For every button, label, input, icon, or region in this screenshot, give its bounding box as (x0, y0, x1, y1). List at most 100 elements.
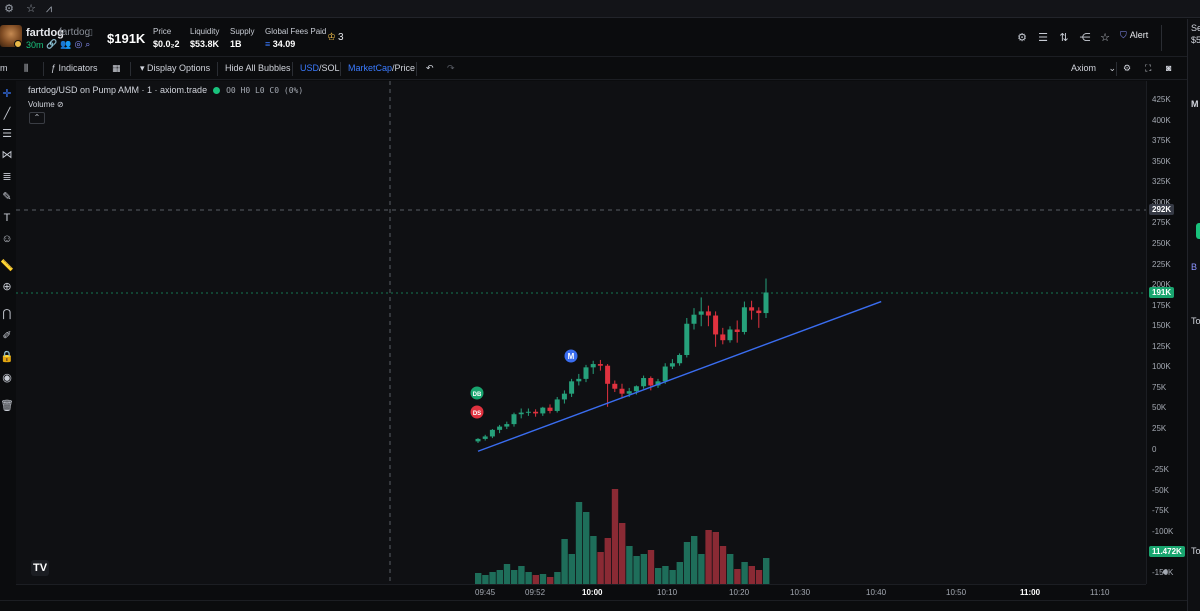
text-icon[interactable]: T (3, 212, 11, 224)
time-tick: 10:40 (866, 588, 887, 597)
stat-label: Global Fees Paid (265, 27, 327, 36)
auto-scale-icon[interactable]: ● (1162, 566, 1169, 578)
price-tick: 400K (1152, 115, 1171, 125)
divider (340, 62, 341, 76)
volume-bar (539, 574, 547, 584)
price-axis[interactable]: 425K 400K 375K 350K 325K 300K 275K 250K 225K 200K… (1146, 81, 1187, 584)
volume-bar (518, 566, 525, 584)
volume-bar (755, 570, 763, 584)
volume-bar (575, 502, 583, 584)
zoom-in-icon[interactable]: ⊕ (2, 281, 12, 293)
star-icon[interactable]: ☆ (1100, 32, 1110, 44)
stat-value: $53.8K (190, 39, 220, 49)
link-icon: 🔗 (46, 39, 61, 49)
trendline-icon[interactable]: ╱ (3, 108, 11, 120)
candle-body (475, 438, 481, 442)
horizontal-lines-icon[interactable]: ☰ (2, 128, 12, 140)
chart-icon[interactable]: ⩘ (45, 3, 53, 15)
emoji-icon[interactable]: ☺ (1, 233, 13, 245)
fib-icon[interactable]: ≣ (2, 171, 12, 183)
trend-line (477, 300, 882, 452)
timeframe-button[interactable]: m (0, 63, 8, 73)
price-tick: 200K (1152, 280, 1171, 290)
buy-button[interactable] (1196, 223, 1200, 239)
chart-marker-m: M (564, 349, 578, 363)
stat-liquidity: Liquidity $53.8K (190, 27, 219, 49)
indicators-button[interactable]: ƒ Indicators (51, 63, 98, 73)
divider (1116, 62, 1117, 76)
brush-icon[interactable]: ✎ (2, 191, 12, 203)
time-tick: 10:20 (729, 588, 750, 597)
fullscreen-icon[interactable]: ⛶ (1145, 63, 1152, 73)
share-icon[interactable]: ⋲ (1079, 32, 1091, 44)
crown-icon: ♔ (327, 32, 336, 43)
settings-icon[interactable]: ⚙ (1017, 32, 1027, 44)
settings-icon[interactable]: ⚙ (1123, 63, 1132, 73)
tradingview-logo[interactable]: TV (31, 560, 49, 576)
eye-icon[interactable]: ◉ (2, 372, 12, 384)
volume-bar (683, 542, 691, 584)
candle-body (561, 393, 567, 400)
candle-body (741, 307, 747, 332)
divider (130, 62, 131, 76)
layout-icon[interactable]: ▦ (112, 63, 121, 73)
lock-icon[interactable]: 🔒 (0, 351, 14, 363)
currency-toggle[interactable]: USD/SOL (300, 63, 340, 73)
time-tick: 10:50 (946, 588, 967, 597)
collapse-legend-button[interactable]: ⌃ (29, 112, 45, 124)
hide-bubbles-button[interactable]: Hide All Bubbles (225, 63, 291, 73)
source-select[interactable]: Axiom ⌄ (1071, 63, 1117, 73)
swap-icon[interactable]: ⇅ (1059, 32, 1069, 44)
settings-icon[interactable]: ⚙ (4, 3, 14, 15)
stat-value: 34.09 (272, 39, 296, 49)
indicators-icon: ƒ (51, 63, 57, 73)
price-tick: 25K (1152, 424, 1167, 434)
display-options-button[interactable]: ▾ Display Options (140, 63, 211, 73)
star-icon[interactable]: ☆ (26, 3, 36, 15)
alert-button[interactable]: ⛉ Alert (1120, 30, 1149, 40)
volume-bar (662, 566, 669, 584)
magnet-icon[interactable]: ⋂ (2, 308, 12, 320)
pencil-lock-icon[interactable]: ✐ (2, 330, 12, 342)
volume-bar (734, 569, 741, 584)
redo-icon[interactable]: ↷ (447, 63, 455, 73)
volume-bar (748, 566, 755, 584)
crosshair-icon[interactable]: ✛ (2, 88, 12, 100)
candle-body (525, 411, 531, 413)
candle-body (619, 388, 625, 394)
time-axis[interactable]: 09:45 09:52 10:00 10:10 10:20 10:30 10:40 10:50… (16, 584, 1146, 600)
stat-label: Price (153, 27, 172, 36)
price-tick: 250K (1152, 238, 1171, 248)
camera-icon[interactable]: ◙ (1166, 63, 1172, 73)
candle-body (677, 355, 683, 364)
candle-type-icon[interactable]: ⫼ (24, 63, 29, 73)
panel-text: To (1191, 316, 1200, 326)
time-tick: 10:00 (582, 588, 603, 597)
volume-bar (655, 568, 662, 584)
ruler-icon[interactable]: 📏 (0, 260, 14, 272)
candle-body (720, 334, 726, 341)
volume-bar (712, 532, 719, 584)
volume-bar (597, 552, 604, 584)
volume-bar (727, 554, 734, 584)
price-tick: 75K (1152, 382, 1167, 392)
mode-toggle[interactable]: MarketCap/Price (348, 63, 416, 73)
chart-marker-db: DB (470, 386, 484, 400)
copy-icon[interactable]: ▯ (88, 27, 93, 37)
volume-bar (482, 575, 489, 584)
chart-legend: fartdog/USD on Pump AMM · 1 · axiom.trad… (28, 85, 303, 95)
undo-icon[interactable]: ↶ (426, 63, 434, 73)
social-links[interactable]: 🔗👥◎⌕ (46, 39, 93, 50)
instagram-icon: ◎ (74, 39, 86, 49)
candle-body (705, 311, 711, 316)
svg-text:M: M (568, 352, 575, 361)
candle-body (612, 383, 618, 389)
list-icon[interactable]: ☰ (1038, 32, 1048, 44)
trash-icon[interactable]: 🗑 (0, 400, 14, 412)
pattern-icon[interactable]: ⋈ (1, 149, 13, 161)
panel-text: B (1191, 262, 1198, 272)
chart-canvas[interactable]: M DB DS (16, 81, 1146, 584)
candle-body (698, 311, 704, 315)
token-ticker[interactable]: fartdog (59, 27, 91, 38)
price-chart[interactable]: M DB DS fartdog/USD on Pump AMM · 1 · axio… (16, 81, 1146, 584)
